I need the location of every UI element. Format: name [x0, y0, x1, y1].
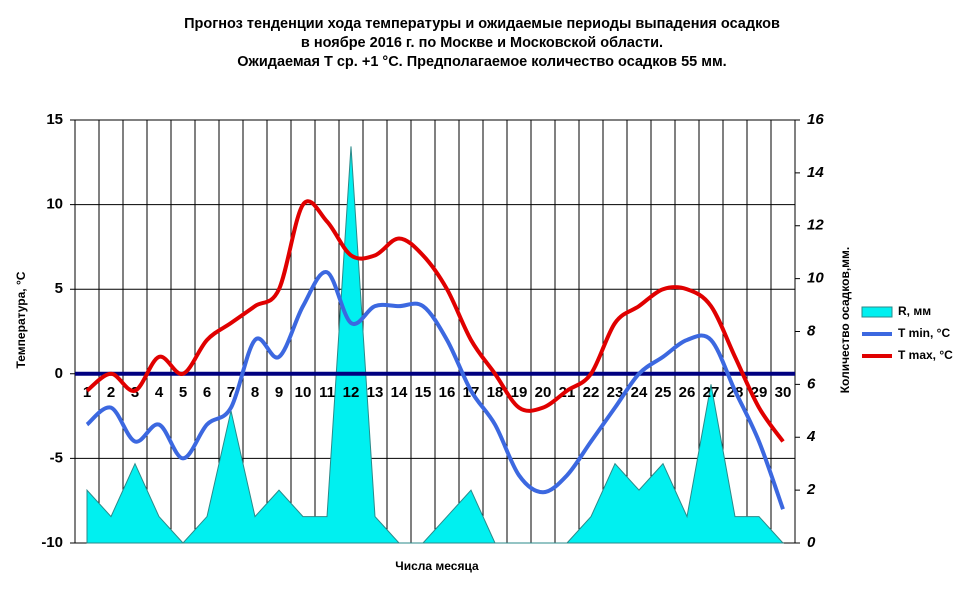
x-tick-label: 23 — [607, 384, 624, 401]
x-tick-label: 19 — [511, 384, 528, 401]
chart-title: в ноябре 2016 г. по Москве и Московской … — [301, 35, 663, 51]
x-tick-label: 16 — [439, 384, 456, 401]
x-axis-label: Числа месяца — [395, 559, 479, 573]
y2-tick-label: 10 — [807, 270, 824, 287]
y2-axis-label: Количество осадков,мм. — [838, 247, 852, 394]
x-tick-label: 20 — [535, 384, 552, 401]
y2-tick-label: 8 — [807, 322, 816, 339]
y-tick-label: -10 — [41, 534, 63, 551]
y-tick-label: -5 — [50, 449, 63, 466]
x-tick-label: 8 — [251, 384, 259, 401]
x-tick-label: 27 — [703, 384, 720, 401]
chart-title: Прогноз тенденции хода температуры и ожи… — [184, 16, 780, 32]
x-tick-label: 2 — [107, 384, 115, 401]
x-tick-label: 11 — [319, 384, 335, 401]
line — [85, 270, 785, 510]
y2-tick-label: 0 — [807, 534, 816, 551]
x-tick-label: 18 — [487, 384, 504, 401]
y-axis-label: Температура, °С — [14, 271, 28, 368]
x-tick-label: 26 — [679, 384, 696, 401]
x-tick-label: 30 — [775, 384, 792, 401]
legend-label: T max, °C — [898, 348, 953, 362]
x-tick-label: 7 — [227, 384, 235, 401]
y2-tick-label: 4 — [806, 428, 816, 445]
y2-tick-label: 16 — [807, 111, 824, 128]
legend-label: T min, °C — [898, 326, 950, 340]
line — [85, 199, 785, 443]
x-tick-label: 6 — [203, 384, 211, 401]
y-tick-label: 5 — [55, 280, 63, 297]
x-tick-label: 4 — [155, 384, 164, 401]
chart-title: Ожидаемая Т ср. +1 °С. Предполагаемое ко… — [237, 54, 726, 70]
y2-tick-label: 14 — [807, 164, 824, 181]
x-tick-label: 22 — [583, 384, 600, 401]
x-tick-label: 24 — [631, 384, 648, 401]
y2-tick-label: 12 — [807, 217, 824, 234]
x-tick-label: 25 — [655, 384, 672, 401]
x-tick-label: 15 — [415, 384, 432, 401]
x-tick-label: 13 — [367, 384, 384, 401]
y2-tick-label: 2 — [806, 481, 816, 498]
x-tick-label: 9 — [275, 384, 283, 401]
area — [86, 146, 785, 544]
y-tick-label: 10 — [46, 196, 63, 213]
x-tick-label: 14 — [391, 384, 408, 401]
y2-tick-label: 6 — [807, 375, 816, 392]
legend-label: R, мм — [898, 304, 931, 318]
y-tick-label: 15 — [46, 111, 63, 128]
x-tick-label: 12 — [343, 384, 360, 401]
x-tick-label: 5 — [179, 384, 187, 401]
x-tick-label: 10 — [295, 384, 312, 401]
y-tick-label: 0 — [55, 365, 63, 382]
legend-swatch — [861, 306, 893, 318]
x-tick-label: 1 — [83, 384, 91, 401]
